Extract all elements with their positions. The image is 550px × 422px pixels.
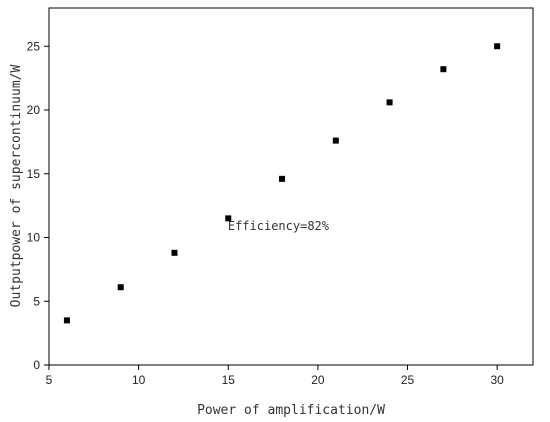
y-tick-label: 15 (27, 167, 41, 181)
annotations: Efficiency=82% (228, 219, 330, 233)
y-tick-label: 5 (33, 294, 40, 308)
data-point (440, 66, 447, 73)
efficiency-annotation: Efficiency=82% (228, 219, 330, 233)
y-axis-title: Outputpower of supercontinuum/W (9, 65, 24, 308)
y-tick-label: 25 (27, 39, 41, 53)
x-tick-label: 25 (401, 373, 415, 387)
data-point (279, 175, 286, 182)
data-point (171, 249, 178, 256)
x-axis-ticks: 5 10 15 20 25 30 (46, 365, 504, 387)
y-axis-ticks: 0 5 10 15 20 25 (27, 39, 49, 372)
y-tick-label: 20 (27, 103, 41, 117)
x-tick-label: 5 (46, 373, 53, 387)
data-point (494, 43, 501, 50)
data-point (63, 317, 70, 324)
data-point (117, 284, 124, 291)
x-axis-title: Power of amplification/W (197, 403, 385, 418)
plot-frame (48, 7, 534, 366)
data-point (386, 99, 393, 106)
y-tick-label: 0 (33, 358, 40, 372)
x-tick-label: 30 (490, 373, 504, 387)
data-point (225, 215, 232, 222)
data-points (63, 43, 501, 324)
x-tick-label: 20 (311, 373, 325, 387)
data-point (332, 137, 339, 144)
x-tick-label: 15 (222, 373, 236, 387)
x-tick-label: 10 (132, 373, 146, 387)
y-tick-label: 10 (27, 231, 41, 245)
